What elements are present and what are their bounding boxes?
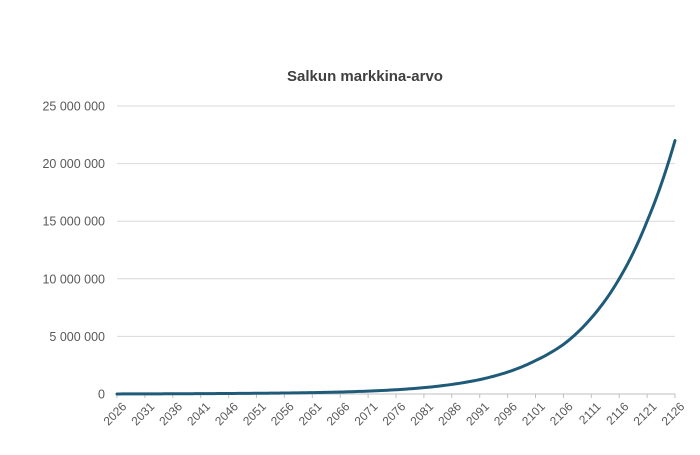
x-tick-label: 2121 — [631, 399, 660, 428]
x-tick-label: 2106 — [547, 399, 576, 428]
y-tick-label: 0 — [98, 388, 105, 402]
x-tick-label: 2066 — [324, 399, 353, 428]
x-tick-label: 2031 — [128, 399, 157, 428]
series-line — [115, 139, 677, 396]
x-tick-label: 2126 — [659, 399, 688, 428]
x-tick-label: 2096 — [491, 399, 520, 428]
y-tick-label: 25 000 000 — [42, 100, 105, 114]
x-tick-label: 2081 — [407, 399, 436, 428]
y-axis-tick-labels: 0 5 000 000 10 000 000 15 000 000 20 000 000… — [42, 100, 105, 402]
x-tick-label: 2071 — [352, 399, 381, 428]
y-tick-label: 20 000 000 — [42, 157, 105, 171]
x-tick-label: 2051 — [240, 399, 269, 428]
x-tick-label: 2046 — [212, 399, 241, 428]
x-tick-label: 2091 — [463, 399, 492, 428]
x-tick-label: 2061 — [296, 399, 325, 428]
y-tick-label: 10 000 000 — [42, 272, 105, 286]
y-tick-label: 5 000 000 — [49, 330, 105, 344]
series-layer — [115, 139, 677, 396]
x-tick-label: 2056 — [268, 399, 297, 428]
x-tick-label: 2111 — [576, 399, 604, 427]
x-tick-label: 2116 — [603, 399, 631, 427]
x-tick-label: 2041 — [184, 399, 213, 428]
x-axis-tick-labels: 2026 2031 2036 2041 2046 2051 2056 2061 2066 2071… — [101, 399, 688, 428]
x-tick-label: 2026 — [101, 399, 130, 428]
x-tick-label: 2076 — [380, 399, 409, 428]
x-tick-label: 2036 — [156, 399, 185, 428]
x-tick-label: 2101 — [519, 399, 548, 428]
gridlines — [116, 105, 676, 398]
chart-title: Salkun markkina-arvo — [287, 68, 443, 85]
y-tick-label: 15 000 000 — [42, 215, 105, 229]
x-tick-label: 2086 — [435, 399, 464, 428]
